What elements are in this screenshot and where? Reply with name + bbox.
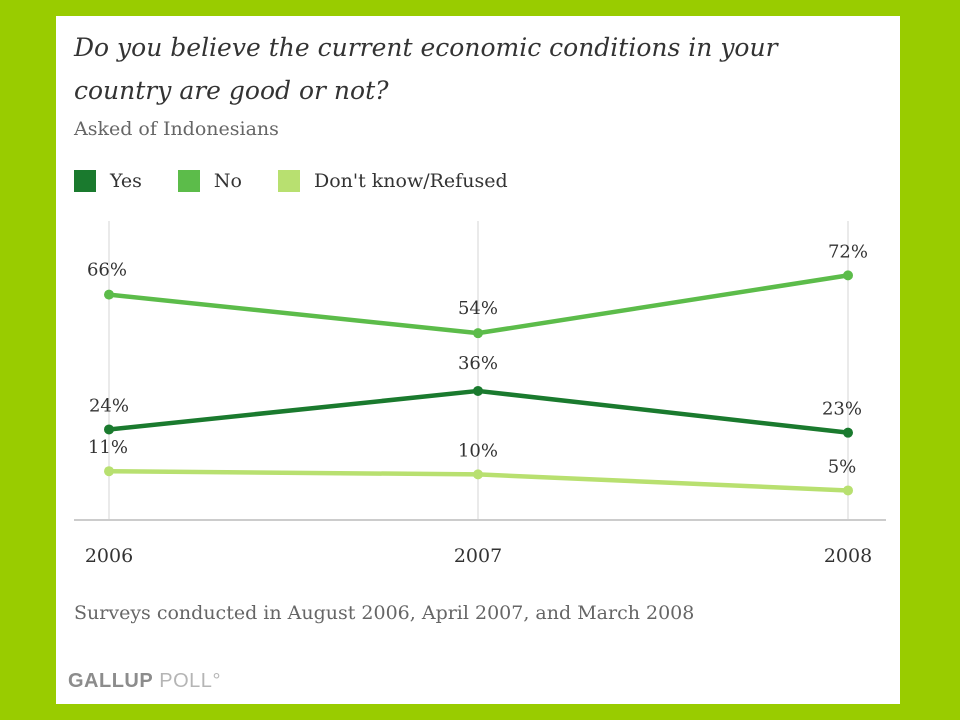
data-label-dont-know-2008: 5% <box>828 456 857 477</box>
chart-title: Do you believe the current economic cond… <box>74 33 778 105</box>
data-label-no-2007: 54% <box>458 298 498 319</box>
chart-footnote: Surveys conducted in August 2006, April … <box>74 602 695 624</box>
data-label-yes-2006: 24% <box>89 395 129 416</box>
data-point-dont-know-2006 <box>104 466 114 477</box>
chart-panel: Do you believe the current economic cond… <box>56 16 900 704</box>
legend-item-dont-know: Don't know/Refused <box>277 170 508 192</box>
data-point-yes-2007 <box>473 385 483 396</box>
legend-label-no: No <box>213 170 242 192</box>
data-label-no-2006: 66% <box>87 260 127 281</box>
data-point-no-2007 <box>473 328 483 339</box>
data-point-yes-2006 <box>104 424 114 435</box>
legend-item-yes: Yes <box>74 170 142 192</box>
data-label-no-2008: 72% <box>828 241 868 262</box>
legend-swatch-no <box>177 170 200 192</box>
chart-subtitle: Asked of Indonesians <box>74 118 279 140</box>
data-point-dont-know-2007 <box>473 469 483 480</box>
data-label-yes-2007: 36% <box>458 353 498 374</box>
data-label-dont-know-2006: 11% <box>88 437 128 458</box>
data-point-dont-know-2008 <box>843 485 853 496</box>
x-tick-label-2006: 2006 <box>85 545 133 567</box>
legend-item-no: No <box>177 170 242 192</box>
legend-swatch-yes <box>74 170 96 192</box>
data-label-yes-2008: 23% <box>822 399 862 420</box>
x-tick-label-2007: 2007 <box>454 545 502 567</box>
chart-legend: Yes No Don't know/Refused <box>74 168 544 194</box>
data-label-dont-know-2007: 10% <box>458 440 498 461</box>
data-point-no-2008 <box>843 270 853 281</box>
legend-label-yes: Yes <box>110 170 142 192</box>
data-point-no-2006 <box>104 289 114 300</box>
x-tick-label-2008: 2008 <box>824 545 872 567</box>
legend-label-dont-know: Don't know/Refused <box>313 170 508 192</box>
legend-swatch-dont-know <box>277 170 300 192</box>
gallup-poll-logo: GALLUP POLL° <box>68 670 221 692</box>
line-chart-plot: 2006 2007 2008 24% 36% 23% 66% 54% 72% 11% 10% 5% <box>74 221 886 567</box>
data-point-yes-2008 <box>843 427 853 438</box>
